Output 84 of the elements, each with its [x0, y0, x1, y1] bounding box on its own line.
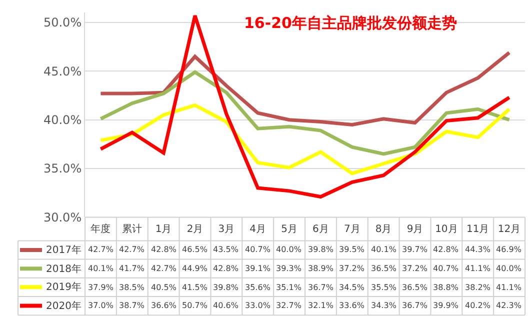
data-label: 40.1%: [88, 264, 114, 273]
data-label: 41.1%: [496, 283, 522, 292]
data-label: 32.7%: [276, 301, 302, 310]
data-label: 40.7%: [433, 264, 459, 273]
data-label: 40.5%: [151, 283, 177, 292]
data-label: 40.0%: [276, 245, 302, 254]
x-tick-label: 年度: [90, 223, 111, 236]
data-label: 36.5%: [371, 264, 397, 273]
data-label: 36.7%: [402, 301, 428, 310]
x-tick-label: 3月: [218, 224, 235, 236]
data-label: 38.9%: [308, 264, 334, 273]
y-tick-label: 50.0%: [43, 16, 82, 30]
data-label: 38.2%: [465, 283, 491, 292]
data-label: 34.3%: [371, 301, 397, 310]
data-label: 35.6%: [245, 283, 271, 292]
data-label: 40.0%: [496, 264, 522, 273]
x-tick-label: 5月: [281, 224, 298, 236]
chart-title: 16-20年自主品牌批发份额走势: [244, 14, 457, 32]
x-tick-label: 2月: [186, 224, 204, 236]
data-label: 39.8%: [213, 283, 239, 292]
y-tick-label: 35.0%: [43, 162, 82, 176]
line-series: [98, 103, 512, 176]
data-label: 33.0%: [245, 301, 271, 310]
data-label: 42.3%: [496, 301, 522, 310]
line-series: [98, 14, 512, 199]
data-label: 44.3%: [465, 245, 491, 254]
data-label: 42.7%: [119, 245, 145, 254]
data-label: 41.5%: [182, 283, 208, 292]
data-label: 35.5%: [371, 283, 397, 292]
x-tick-label: 8月: [375, 224, 392, 236]
line-series: [98, 50, 512, 126]
data-label: 32.1%: [308, 301, 334, 310]
data-label: 46.9%: [496, 245, 522, 254]
y-tick-label: 40.0%: [43, 113, 82, 128]
y-tick-label: 30.0%: [43, 210, 82, 224]
data-label: 39.5%: [339, 245, 365, 254]
data-label: 40.2%: [465, 301, 491, 310]
legend-label: 2017年: [46, 244, 82, 256]
data-label: 34.5%: [339, 283, 365, 292]
data-label: 37.0%: [88, 301, 114, 310]
data-label: 42.7%: [88, 245, 114, 254]
data-label: 39.3%: [276, 264, 302, 273]
data-label: 50.7%: [182, 301, 208, 310]
data-label: 41.1%: [465, 264, 491, 273]
line-series: [98, 70, 512, 156]
data-label: 42.8%: [433, 245, 459, 254]
data-label: 37.9%: [88, 283, 114, 292]
data-label: 37.2%: [402, 264, 428, 273]
x-tick-label: 10月: [435, 224, 458, 236]
data-label: 33.6%: [339, 301, 365, 310]
data-label: 42.7%: [151, 264, 177, 273]
data-label: 40.7%: [245, 245, 271, 254]
data-label: 36.6%: [151, 301, 177, 310]
data-label: 38.5%: [119, 283, 145, 292]
x-tick-label: 累计: [122, 223, 142, 236]
x-tick-label: 6月: [312, 224, 329, 236]
x-tick-label: 12月: [498, 224, 521, 236]
data-label: 39.8%: [308, 245, 334, 254]
data-label: 35.1%: [276, 283, 302, 292]
x-tick-label: 11月: [466, 224, 490, 236]
data-label: 42.8%: [213, 264, 239, 273]
x-tick-label: 4月: [250, 224, 266, 236]
data-label: 36.7%: [308, 283, 334, 292]
data-label: 41.7%: [119, 264, 145, 273]
data-label: 37.2%: [339, 264, 365, 273]
data-label: 46.5%: [182, 245, 208, 254]
data-label: 40.1%: [371, 245, 397, 254]
data-label: 38.7%: [119, 301, 145, 310]
data-label: 36.5%: [402, 283, 428, 292]
legend-label: 2019年: [46, 281, 82, 293]
legend-label: 2018年: [46, 263, 82, 275]
data-label: 40.6%: [213, 301, 239, 310]
data-label: 42.8%: [151, 245, 177, 254]
y-tick-label: 45.0%: [43, 64, 82, 78]
data-label: 44.9%: [182, 264, 208, 273]
x-tick-label: 1月: [155, 224, 172, 236]
data-label: 39.1%: [245, 264, 271, 273]
data-label: 43.5%: [213, 245, 239, 254]
data-label: 38.8%: [433, 283, 459, 292]
legend-label: 2020年: [46, 300, 82, 312]
data-label: 39.9%: [433, 301, 459, 310]
x-tick-label: 7月: [344, 224, 360, 236]
data-label: 39.7%: [402, 245, 428, 254]
x-tick-label: 9月: [406, 224, 424, 236]
